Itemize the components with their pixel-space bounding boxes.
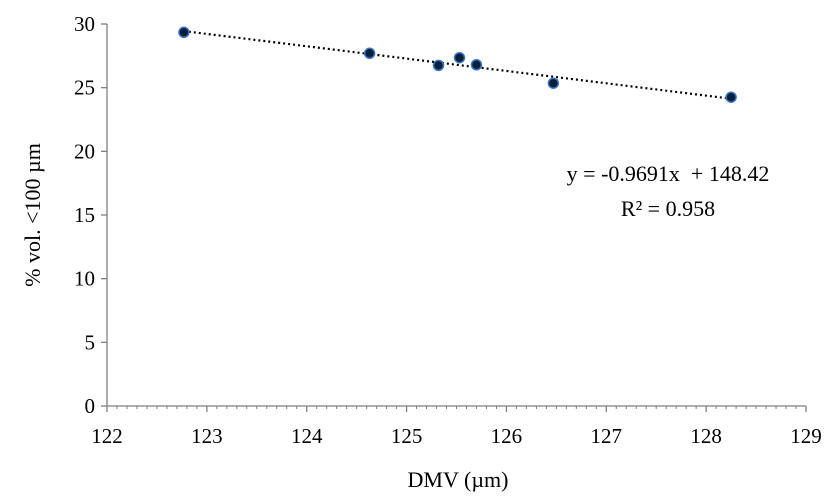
x-tick-label: 128: [690, 424, 722, 448]
trendline-line: [183, 29, 732, 100]
trendline-equation: y = -0.9691x + 148.42: [567, 161, 770, 186]
data-point: [363, 47, 376, 60]
y-tick-label: 20: [74, 139, 95, 163]
x-tick-label: 123: [191, 424, 223, 448]
trendline-r-squared: R² = 0.958: [621, 196, 715, 221]
x-tick-label: 122: [91, 424, 123, 448]
data-point: [725, 91, 737, 103]
data-point: [470, 58, 483, 71]
x-tick-label: 124: [291, 424, 323, 448]
x-tick-label: 129: [790, 424, 822, 448]
x-axis: 122 123 124 125 126 127 128 129: [91, 405, 822, 448]
data-point: [178, 26, 190, 39]
y-tick-label: 30: [74, 12, 95, 36]
x-tick-label: 127: [591, 424, 623, 448]
y-tick-label: 0: [85, 394, 96, 418]
y-tick-label: 5: [85, 330, 96, 354]
y-tick-label: 15: [74, 203, 95, 227]
y-tick-label: 25: [74, 76, 95, 100]
x-axis-title: DMV (µm): [408, 467, 509, 492]
trendline: [183, 29, 732, 100]
data-point: [547, 77, 560, 89]
x-tick-label: 126: [491, 424, 523, 448]
y-axis: 0 5 10 15 20 25 30: [74, 12, 108, 418]
y-axis-title: % vol. <100 µm: [20, 143, 45, 287]
x-tick-label: 125: [391, 424, 423, 448]
data-points: [178, 26, 737, 103]
data-point: [432, 59, 445, 72]
data-point: [453, 51, 466, 64]
y-tick-label: 10: [74, 267, 95, 291]
